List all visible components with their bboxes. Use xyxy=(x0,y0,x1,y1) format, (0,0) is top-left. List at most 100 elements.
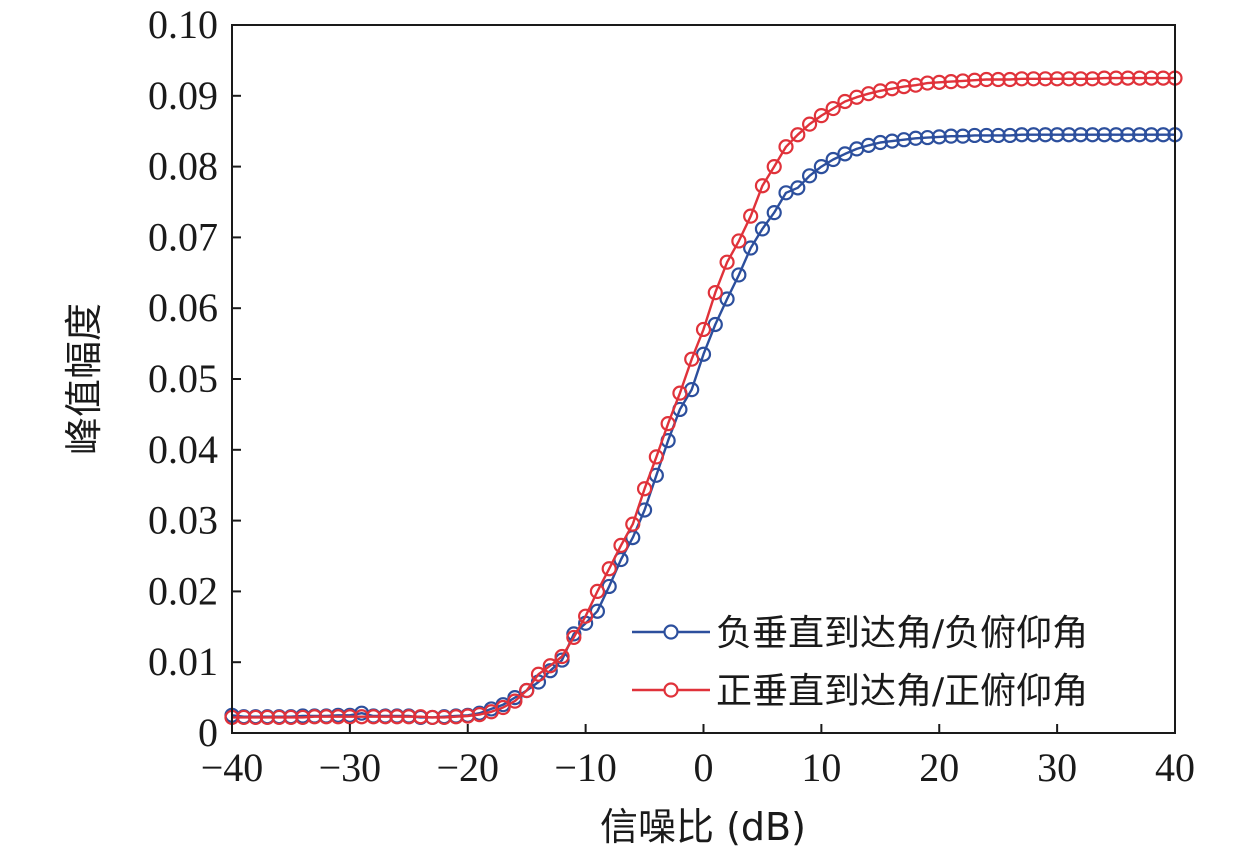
data-point xyxy=(766,159,782,175)
data-point xyxy=(943,74,959,90)
data-point xyxy=(978,71,995,88)
data-point xyxy=(578,608,594,624)
data-point xyxy=(507,693,523,709)
data-point xyxy=(589,583,606,600)
x-tick-label: 10 xyxy=(801,745,841,790)
y-tick-label: 0.06 xyxy=(148,285,218,330)
data-point xyxy=(1025,71,1042,87)
data-point xyxy=(354,709,370,725)
data-point xyxy=(1061,71,1077,87)
data-point xyxy=(1108,70,1124,86)
data-point xyxy=(1073,127,1089,143)
data-point xyxy=(672,385,688,401)
data-point xyxy=(801,116,818,132)
y-tick-label: 0.05 xyxy=(148,356,218,401)
x-tick-label: −10 xyxy=(554,745,617,790)
data-point xyxy=(1096,127,1112,143)
data-point xyxy=(825,100,841,117)
x-tick-label: 30 xyxy=(1037,745,1077,790)
data-point xyxy=(743,240,759,256)
x-tick-label: −30 xyxy=(319,745,382,790)
y-tick-label: 0.01 xyxy=(148,639,218,684)
data-point xyxy=(365,709,382,725)
x-tick-label: −20 xyxy=(436,745,499,790)
data-point xyxy=(931,129,947,145)
y-tick-label: 0.02 xyxy=(148,568,218,613)
series-2 xyxy=(224,70,1183,726)
data-point xyxy=(955,73,971,89)
data-point xyxy=(1132,70,1148,86)
data-point xyxy=(1025,127,1042,143)
data-point xyxy=(1143,70,1160,86)
legend-swatch-marker xyxy=(663,624,679,640)
data-point xyxy=(766,205,782,221)
data-point xyxy=(813,159,829,175)
data-point xyxy=(719,291,735,307)
legend-swatch-marker xyxy=(663,682,679,698)
x-axis-label: 信噪比 (dB) xyxy=(600,805,806,849)
data-point xyxy=(530,666,547,682)
data-point xyxy=(271,709,287,726)
data-point xyxy=(813,108,829,124)
data-point xyxy=(318,709,334,725)
data-point xyxy=(707,285,723,301)
data-point xyxy=(1108,127,1124,143)
data-point xyxy=(731,233,747,249)
data-point xyxy=(330,709,346,725)
data-point xyxy=(801,168,818,184)
data-point xyxy=(1132,127,1148,143)
x-tick-label: −40 xyxy=(201,745,264,790)
x-tick-label: 20 xyxy=(919,745,959,790)
data-point xyxy=(1155,70,1171,86)
data-point xyxy=(648,449,664,465)
data-point xyxy=(790,180,806,196)
data-point xyxy=(719,254,735,270)
axis-ticks: 0 0.01 0.02 0.03 0.04 0.05 0.06 0.07 0.08 0.09 0.1… xyxy=(148,2,1195,790)
data-point xyxy=(613,537,629,553)
data-point xyxy=(778,139,794,155)
data-point xyxy=(943,128,959,144)
data-point xyxy=(436,709,452,726)
data-point xyxy=(684,351,700,367)
data-point xyxy=(743,208,759,224)
data-point xyxy=(1120,127,1136,143)
data-point xyxy=(636,481,653,497)
data-point xyxy=(731,267,747,283)
data-point xyxy=(448,709,464,725)
data-point xyxy=(377,709,393,725)
data-point xyxy=(754,221,771,237)
data-point xyxy=(542,658,558,674)
data-point xyxy=(1096,70,1112,86)
data-point xyxy=(342,709,358,725)
data-point xyxy=(401,709,417,725)
data-point xyxy=(967,127,983,144)
data-point xyxy=(1084,127,1101,143)
data-point xyxy=(413,709,429,725)
data-point xyxy=(389,709,405,725)
data-point xyxy=(601,561,617,577)
data-point xyxy=(1002,127,1018,144)
data-point xyxy=(306,709,323,725)
data-point xyxy=(1014,71,1030,87)
legend-item: 负垂直到达角/负俯仰角 xyxy=(632,613,1088,654)
data-point xyxy=(247,709,264,726)
data-point xyxy=(1037,71,1053,87)
data-point xyxy=(825,151,841,168)
x-tick-label: 0 xyxy=(694,745,714,790)
data-point xyxy=(754,178,771,194)
data-point xyxy=(424,709,440,726)
data-point xyxy=(295,709,311,726)
data-point xyxy=(554,648,570,665)
data-point xyxy=(1073,71,1089,87)
data-point xyxy=(931,74,947,90)
data-point xyxy=(1155,127,1171,143)
x-tick-label: 40 xyxy=(1155,745,1195,790)
data-point xyxy=(1061,127,1077,143)
data-point xyxy=(1049,127,1065,143)
data-point xyxy=(625,516,641,532)
data-point xyxy=(1084,71,1101,87)
data-point xyxy=(1120,70,1136,86)
legend-label: 正垂直到达角/正俯仰角 xyxy=(716,671,1088,712)
data-point xyxy=(1002,71,1018,88)
